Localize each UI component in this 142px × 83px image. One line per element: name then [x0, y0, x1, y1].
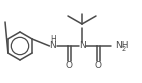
Text: O: O	[65, 62, 73, 70]
Text: N: N	[50, 42, 56, 50]
Text: N: N	[79, 42, 85, 50]
Text: 2: 2	[121, 46, 126, 52]
Text: H: H	[50, 35, 56, 43]
Text: O: O	[94, 62, 102, 70]
Text: NH: NH	[115, 42, 129, 50]
